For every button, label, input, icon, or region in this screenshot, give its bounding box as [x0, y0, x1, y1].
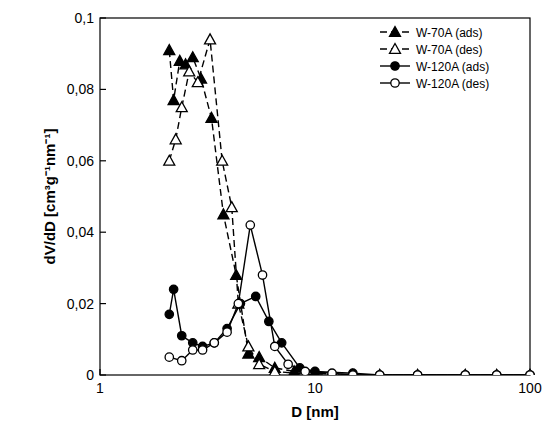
point	[347, 370, 358, 376]
point	[168, 95, 179, 105]
point	[265, 317, 273, 325]
point	[412, 370, 423, 376]
y-tick-label: 0	[86, 367, 94, 383]
point	[223, 328, 231, 336]
point	[184, 66, 195, 76]
y-tick	[100, 160, 106, 161]
point	[526, 371, 534, 375]
point	[233, 298, 244, 308]
point	[461, 371, 469, 375]
x-tick-label: 1	[96, 380, 104, 396]
point	[226, 202, 237, 212]
legend-label: W-120A (ads)	[416, 60, 489, 74]
point	[198, 346, 206, 354]
plot-area	[164, 34, 536, 375]
point	[525, 370, 536, 376]
y-tick-label: 0,06	[67, 153, 94, 169]
chart: 0 0,02 0,04 0,06 0,08 0,1 1 10 100 D [nm] dV/dD [c…	[0, 0, 549, 440]
point	[284, 360, 292, 368]
point	[258, 271, 266, 279]
series-line	[169, 39, 530, 375]
legend-marker	[390, 27, 401, 37]
x-tick	[99, 369, 100, 375]
x-tick-label: 10	[307, 380, 323, 396]
point	[376, 371, 384, 375]
point	[412, 370, 423, 376]
y-tick	[100, 89, 106, 90]
point	[243, 341, 254, 351]
y-tick-label: 0,02	[67, 296, 94, 312]
point	[492, 371, 500, 375]
y-tick	[100, 17, 106, 18]
point	[165, 353, 173, 361]
point	[349, 371, 357, 375]
legend-label: W-70A (ads)	[416, 26, 482, 40]
point	[169, 285, 177, 293]
y-tick-label: 0,08	[67, 81, 94, 97]
point	[252, 292, 260, 300]
point	[234, 299, 242, 307]
x-tick-label: 100	[518, 380, 542, 396]
point	[205, 34, 216, 44]
point	[192, 77, 203, 87]
point	[492, 371, 500, 375]
point	[374, 370, 385, 376]
point	[413, 371, 421, 375]
point	[210, 339, 218, 347]
y-tick	[100, 374, 106, 375]
y-tick	[100, 303, 106, 304]
series-line	[169, 225, 530, 375]
y-tick-label: 0,04	[67, 224, 94, 240]
point	[164, 45, 175, 55]
series-line	[169, 289, 530, 375]
y-tick	[100, 232, 106, 233]
point	[210, 339, 218, 347]
point	[413, 371, 421, 375]
point	[178, 357, 186, 365]
plot-frame	[100, 18, 530, 375]
point	[217, 155, 228, 165]
point	[301, 367, 309, 375]
point	[311, 367, 319, 375]
point	[187, 52, 198, 62]
point	[491, 370, 502, 376]
point	[269, 366, 280, 375]
point	[176, 102, 187, 112]
point	[460, 370, 471, 376]
legend-marker	[391, 62, 399, 70]
y-tick-label: 0,1	[75, 10, 95, 26]
series-line	[169, 50, 530, 375]
y-axis-title: dV/dD [cm³g⁻¹nm⁻¹]	[41, 129, 58, 265]
legend: W-70A (ads) W-70A (des) W-120A (ads) W-120A…	[380, 26, 489, 91]
legend-marker	[390, 44, 401, 54]
x-axis-title: D [nm]	[291, 403, 339, 420]
point	[376, 371, 384, 375]
point	[328, 369, 336, 375]
point	[164, 155, 175, 165]
point	[461, 371, 469, 375]
point	[526, 371, 534, 375]
legend-label: W-120A (des)	[416, 77, 489, 91]
point	[178, 332, 186, 340]
point	[189, 346, 197, 354]
point	[374, 370, 385, 376]
point	[347, 370, 358, 376]
point	[246, 221, 254, 229]
legend-marker	[391, 79, 399, 87]
point	[206, 112, 217, 122]
point	[170, 134, 181, 144]
point	[525, 370, 536, 376]
point	[165, 310, 173, 318]
point	[271, 342, 279, 350]
point	[460, 370, 471, 376]
legend-label: W-70A (des)	[416, 43, 482, 57]
point	[491, 370, 502, 376]
point	[254, 359, 265, 369]
